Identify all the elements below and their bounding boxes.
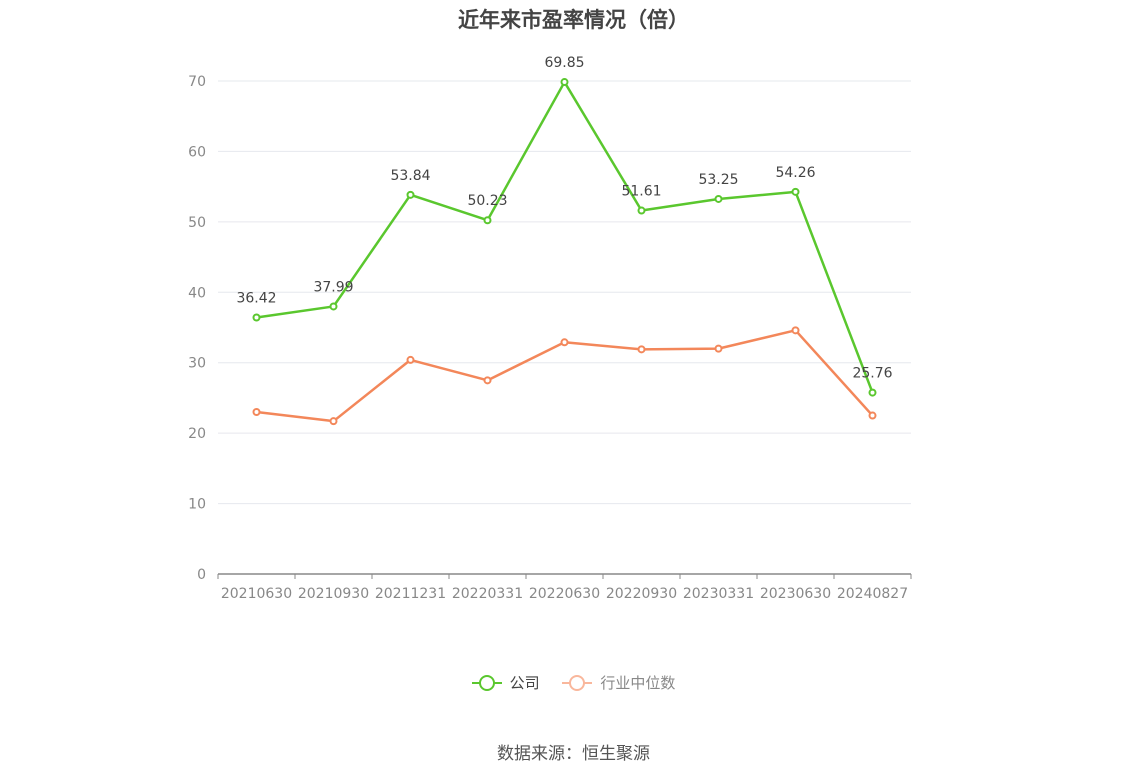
data-label: 25.76: [852, 366, 892, 382]
legend-item-company[interactable]: 公司: [471, 672, 540, 693]
data-label: 54.26: [775, 165, 815, 181]
x-tick-label: 20220630: [529, 586, 600, 602]
x-tick-label: 20220331: [452, 586, 523, 602]
data-point-company: [483, 216, 492, 225]
data-point-company: [252, 313, 261, 322]
x-tick-label: 20220930: [606, 586, 677, 602]
data-point-industry: [252, 408, 261, 417]
x-tick-label: 20240827: [837, 586, 908, 602]
data-label: 37.99: [313, 279, 353, 295]
data-point-company: [637, 206, 646, 215]
data-point-industry: [560, 338, 569, 347]
legend-label-company: 公司: [509, 674, 540, 692]
y-tick-label: 0: [197, 567, 206, 583]
data-point-industry: [868, 411, 877, 420]
data-point-industry: [406, 355, 415, 364]
legend-item-industry[interactable]: 行业中位数: [562, 672, 675, 693]
x-tick-label: 20230331: [683, 586, 754, 602]
x-tick-label: 20211231: [375, 586, 446, 602]
x-tick-label: 20230630: [760, 586, 831, 602]
y-tick-label: 20: [188, 426, 206, 442]
y-tick-label: 30: [188, 356, 206, 372]
data-point-company: [791, 187, 800, 196]
x-tick-label: 20210930: [298, 586, 369, 602]
data-point-company: [329, 302, 338, 311]
data-point-company: [560, 78, 569, 87]
data-point-company: [868, 388, 877, 397]
data-label: 69.85: [544, 55, 584, 71]
y-tick-label: 60: [188, 144, 206, 160]
legend-label-industry: 行业中位数: [600, 674, 676, 692]
y-tick-label: 40: [188, 285, 206, 301]
data-point-industry: [714, 344, 723, 353]
data-label: 51.61: [621, 184, 661, 200]
data-point-industry: [483, 376, 492, 385]
y-tick-label: 70: [188, 74, 206, 90]
legend-swatch-company: [471, 674, 502, 691]
y-tick-label: 10: [188, 497, 206, 513]
x-tick-label: 20210630: [221, 586, 292, 602]
data-point-industry: [791, 326, 800, 335]
data-label: 53.25: [698, 172, 738, 188]
data-label: 36.42: [236, 290, 276, 306]
data-point-company: [714, 194, 723, 203]
data-point-industry: [637, 345, 646, 354]
data-point-company: [406, 190, 415, 199]
data-source: 数据来源：恒生聚源: [497, 744, 650, 764]
data-label: 50.23: [467, 193, 507, 209]
y-tick-label: 50: [188, 215, 206, 231]
legend-swatch-industry: [562, 674, 593, 691]
chart-title: 近年来市盈率情况（倍）: [458, 8, 689, 32]
data-point-industry: [329, 417, 338, 426]
data-label: 53.84: [390, 168, 430, 184]
legend: 公司 行业中位数: [0, 672, 1147, 695]
